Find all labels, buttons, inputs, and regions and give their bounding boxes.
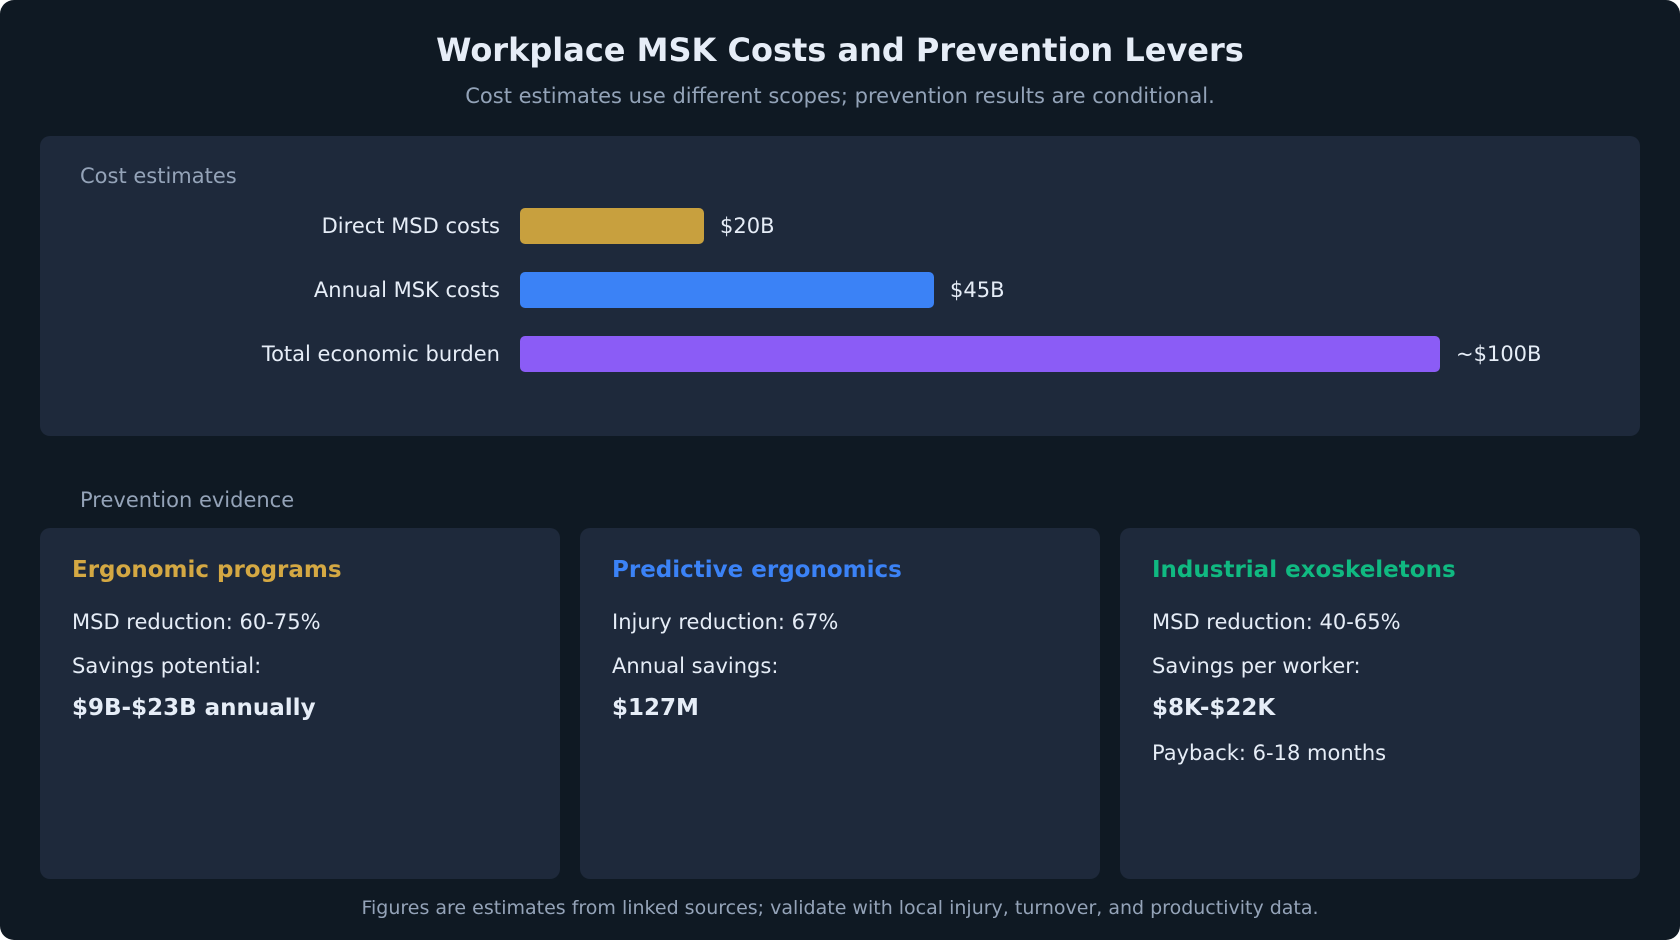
bar-annual-msk-costs: [520, 272, 934, 308]
card-title: Predictive ergonomics: [612, 557, 902, 583]
card-savings-value: $8K-$22K: [1152, 695, 1276, 721]
card-savings-label: Savings potential:: [72, 654, 262, 678]
card-payback: Payback: 6-18 months: [1152, 741, 1387, 765]
bar-row-direct: Direct MSD costs $20B: [0, 208, 1680, 244]
card-industrial-exoskeletons: Industrial exoskeletons MSD reduction: 4…: [1120, 528, 1640, 879]
bar-value-label: $20B: [720, 214, 775, 238]
bar-category-label: Total economic burden: [261, 342, 500, 366]
bar-category-label: Direct MSD costs: [321, 214, 500, 238]
card-savings-label: Annual savings:: [612, 654, 779, 678]
bar-value-label: $45B: [950, 278, 1005, 302]
card-predictive-ergonomics: Predictive ergonomics Injury reduction: …: [580, 528, 1100, 879]
card-savings-value: $127M: [612, 695, 699, 721]
card-title: Industrial exoskeletons: [1152, 557, 1456, 583]
bar-row-total: Total economic burden ~$100B: [0, 336, 1680, 372]
footnote: Figures are estimates from linked source…: [361, 897, 1319, 919]
cost-estimates-label: Cost estimates: [80, 164, 237, 188]
page-subtitle: Cost estimates use different scopes; pre…: [465, 84, 1215, 108]
card-ergonomic-programs: Ergonomic programs MSD reduction: 60-75%…: [40, 528, 560, 879]
card-savings-value: $9B-$23B annually: [72, 695, 316, 721]
card-metric: MSD reduction: 60-75%: [72, 610, 321, 634]
card-metric: MSD reduction: 40-65%: [1152, 610, 1401, 634]
card-savings-label: Savings per worker:: [1152, 654, 1361, 678]
bar-total-economic-burden: [520, 336, 1440, 372]
page-title: Workplace MSK Costs and Prevention Lever…: [436, 31, 1244, 69]
bar-direct-msd-costs: [520, 208, 704, 244]
bar-row-annual: Annual MSK costs $45B: [0, 272, 1680, 308]
bar-category-label: Annual MSK costs: [313, 278, 500, 302]
bar-value-label: ~$100B: [1456, 342, 1542, 366]
card-metric: Injury reduction: 67%: [612, 610, 839, 634]
card-title: Ergonomic programs: [72, 557, 342, 583]
prevention-evidence-label: Prevention evidence: [80, 488, 295, 512]
